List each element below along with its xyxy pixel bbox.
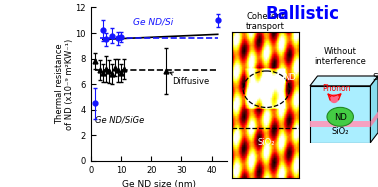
Text: Phonon: Phonon bbox=[322, 84, 351, 93]
Polygon shape bbox=[370, 76, 378, 142]
Text: ND: ND bbox=[334, 113, 347, 122]
Y-axis label: Thermal resistance
of ND (x10⁻⁹ m²KW⁻¹): Thermal resistance of ND (x10⁻⁹ m²KW⁻¹) bbox=[54, 39, 74, 130]
Text: Si: Si bbox=[372, 73, 378, 82]
Text: ND: ND bbox=[272, 73, 296, 90]
X-axis label: Ge ND size (nm): Ge ND size (nm) bbox=[122, 180, 196, 187]
Polygon shape bbox=[310, 86, 370, 142]
Polygon shape bbox=[370, 111, 378, 127]
Text: Ballistic: Ballistic bbox=[265, 5, 339, 23]
Title: Coherent
transport: Coherent transport bbox=[246, 12, 285, 31]
Ellipse shape bbox=[327, 107, 353, 126]
Text: SiO₂: SiO₂ bbox=[258, 138, 275, 147]
Title: Without
interference: Without interference bbox=[314, 47, 366, 66]
Text: Diffusive: Diffusive bbox=[170, 72, 210, 86]
Text: Ge ND/Si: Ge ND/Si bbox=[133, 17, 173, 26]
Text: SiO₂: SiO₂ bbox=[332, 127, 349, 136]
Circle shape bbox=[330, 95, 338, 102]
Text: Ge ND/SiGe: Ge ND/SiGe bbox=[95, 116, 144, 125]
Polygon shape bbox=[310, 76, 378, 86]
Polygon shape bbox=[310, 121, 370, 127]
